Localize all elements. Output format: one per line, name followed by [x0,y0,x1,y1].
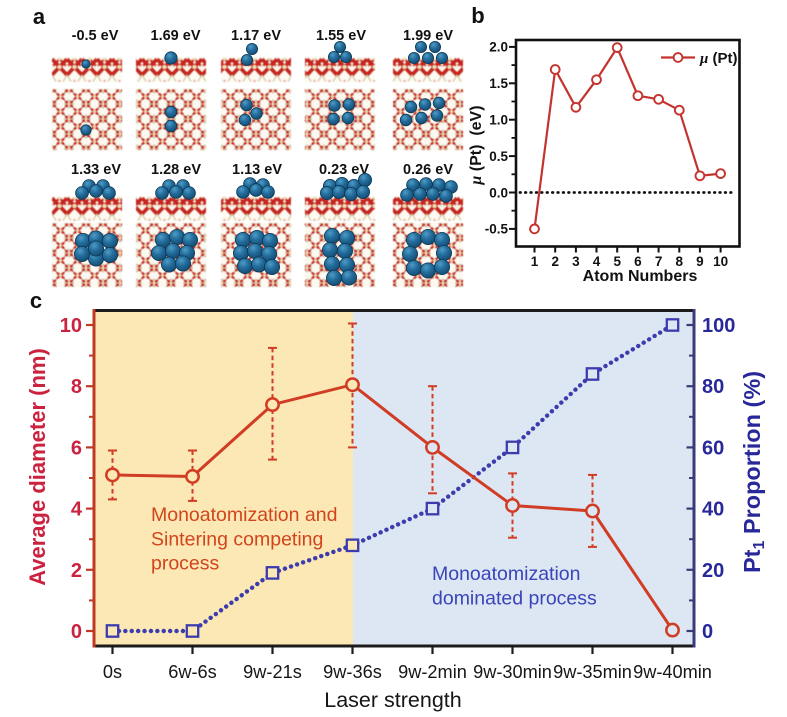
svg-text:4: 4 [71,499,83,521]
svg-text:Atom Numbers: Atom Numbers [583,268,698,285]
svg-text:1.0: 1.0 [489,113,508,128]
svg-text:0: 0 [702,621,713,643]
svg-text:1: 1 [531,254,539,269]
svg-text:1.99 eV: 1.99 eV [403,28,453,44]
svg-text:9w-40min: 9w-40min [633,662,712,682]
svg-text:0.0: 0.0 [489,185,508,200]
svg-text:-0.5: -0.5 [485,222,509,237]
svg-text:9w-21s: 9w-21s [243,662,302,682]
svg-text:Average diameter (nm): Average diameter (nm) [25,348,50,586]
svg-text:1.17 eV: 1.17 eV [231,28,281,44]
svg-text:Sintering competing: Sintering competing [151,529,323,551]
svg-text:9w-35min: 9w-35min [553,662,632,682]
svg-text:μ (Pt): μ (Pt) [699,50,738,67]
svg-text:40: 40 [702,499,724,521]
svg-text:100: 100 [702,315,735,337]
svg-text:0.26 eV: 0.26 eV [403,162,453,178]
svg-text:process: process [151,553,220,575]
svg-text:0.23 eV: 0.23 eV [319,162,369,178]
svg-text:0s: 0s [103,662,122,682]
svg-text:a: a [33,4,46,29]
svg-text:5: 5 [613,254,621,269]
svg-text:1.28 eV: 1.28 eV [151,162,201,178]
svg-text:6: 6 [634,254,642,269]
svg-text:9w-30min: 9w-30min [473,662,552,682]
svg-text:8: 8 [676,254,684,269]
svg-text:2: 2 [71,560,82,582]
svg-text:dominated process: dominated process [432,588,597,610]
svg-text:4: 4 [593,254,601,269]
svg-text:10: 10 [713,254,728,269]
svg-text:Monoatomization and: Monoatomization and [151,504,337,526]
svg-text:6: 6 [71,437,82,459]
svg-text:Pt1 Proportion (%): Pt1 Proportion (%) [739,371,768,573]
svg-text:Laser strength: Laser strength [324,688,461,712]
svg-text:1.13 eV: 1.13 eV [232,162,282,178]
svg-text:0.5: 0.5 [489,149,508,164]
svg-text:10: 10 [60,315,82,337]
svg-text:1.33 eV: 1.33 eV [71,162,121,178]
svg-text:2.0: 2.0 [489,40,508,55]
svg-text:μ (Pt) (eV): μ (Pt) (eV) [468,105,485,185]
svg-text:8: 8 [71,376,82,398]
svg-text:1.5: 1.5 [489,76,508,91]
svg-text:2: 2 [551,254,559,269]
svg-text:1.69 eV: 1.69 eV [151,28,201,44]
svg-text:7: 7 [655,254,663,269]
svg-text:b: b [471,3,484,28]
svg-text:20: 20 [702,560,724,582]
svg-text:-0.5 eV: -0.5 eV [72,28,119,44]
svg-text:Monoatomization: Monoatomization [432,563,581,585]
svg-text:6w-6s: 6w-6s [168,662,217,682]
svg-text:c: c [30,288,42,313]
svg-text:9w-2min: 9w-2min [398,662,467,682]
svg-text:80: 80 [702,376,724,398]
svg-text:1.55 eV: 1.55 eV [316,28,366,44]
svg-text:0: 0 [71,621,82,643]
svg-text:9w-36s: 9w-36s [323,662,382,682]
svg-text:60: 60 [702,437,724,459]
svg-text:9: 9 [696,254,704,269]
svg-text:3: 3 [572,254,580,269]
